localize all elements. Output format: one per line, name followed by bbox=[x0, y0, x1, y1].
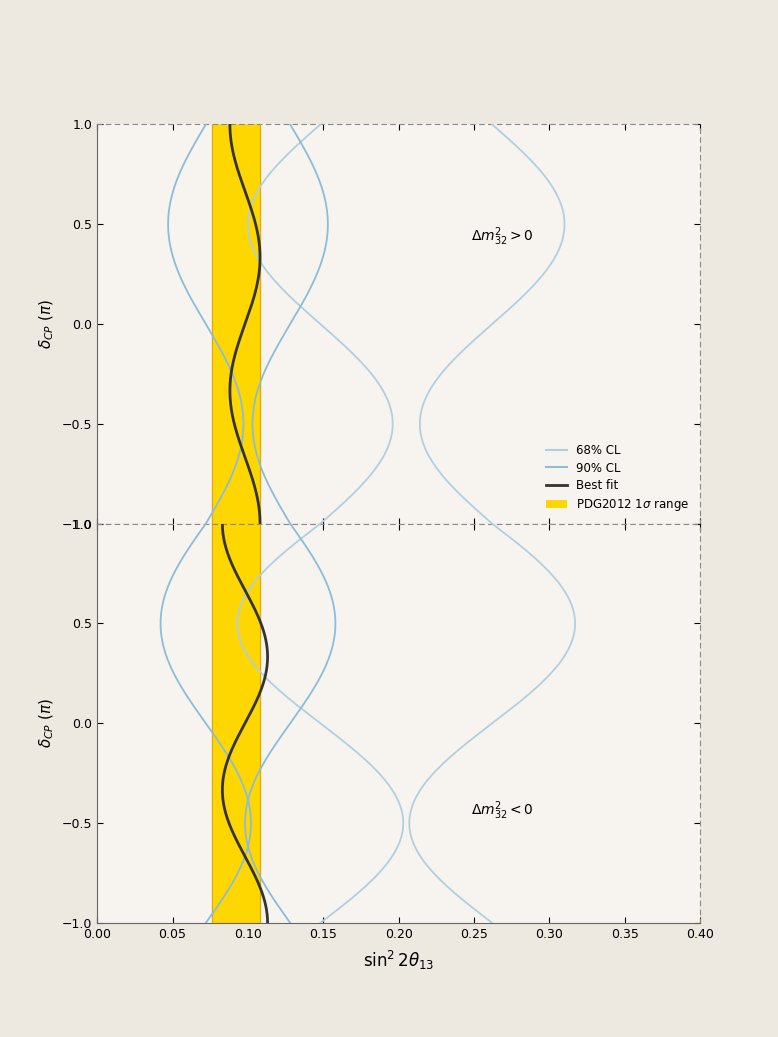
Y-axis label: $\delta_{CP}$ ($\pi$): $\delta_{CP}$ ($\pi$) bbox=[38, 698, 56, 749]
X-axis label: $\sin^22\theta_{13}$: $\sin^22\theta_{13}$ bbox=[363, 949, 434, 973]
Legend: 68% CL, 90% CL, Best fit, PDG2012 1$\sigma$ range: 68% CL, 90% CL, Best fit, PDG2012 1$\sig… bbox=[541, 440, 694, 517]
Text: $\Delta m^2_{32}>0$: $\Delta m^2_{32}>0$ bbox=[471, 225, 534, 248]
Text: $\Delta m^2_{32}<0$: $\Delta m^2_{32}<0$ bbox=[471, 800, 534, 822]
Y-axis label: $\delta_{CP}$ ($\pi$): $\delta_{CP}$ ($\pi$) bbox=[38, 299, 56, 349]
